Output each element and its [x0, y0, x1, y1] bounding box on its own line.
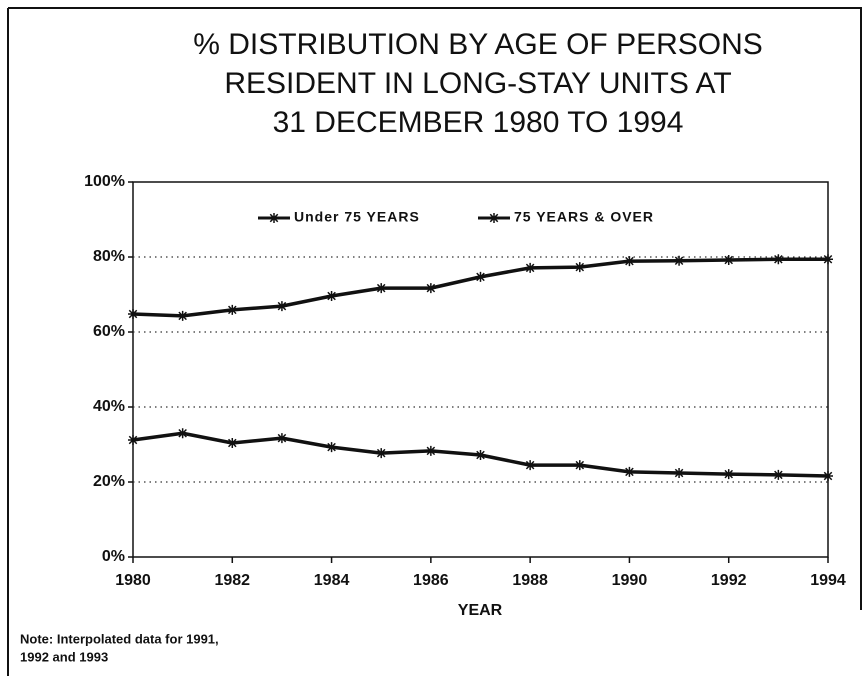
x-tick-label: 1994	[810, 572, 846, 589]
x-tick-label: 1984	[314, 572, 350, 589]
data-point	[674, 255, 685, 266]
legend-label: 75 YEARS & OVER	[514, 209, 654, 225]
data-point	[326, 442, 337, 453]
x-axis-label: YEAR	[458, 602, 503, 619]
x-tick-label: 1982	[214, 572, 250, 589]
legend-marker	[269, 213, 279, 223]
data-point	[773, 254, 784, 265]
data-point	[128, 309, 138, 319]
note: Note: Interpolated data for 1991,	[20, 631, 219, 646]
data-point	[624, 256, 635, 267]
data-point	[276, 433, 287, 444]
x-tick-label: 1992	[711, 572, 747, 589]
data-point	[574, 262, 585, 273]
plot-area	[132, 181, 829, 558]
data-point	[177, 310, 188, 321]
x-tick-label: 1986	[413, 572, 449, 589]
data-point	[723, 255, 734, 265]
y-tick-label: 40%	[93, 398, 125, 415]
x-tick-label: 1990	[612, 572, 648, 589]
y-tick-label: 0%	[102, 548, 125, 565]
data-point	[177, 428, 188, 439]
y-tick-label: 100%	[84, 173, 125, 190]
y-tick-label: 80%	[93, 248, 125, 265]
data-point	[773, 469, 784, 480]
note: 1992 and 1993	[20, 649, 108, 664]
legend-label: Under 75 YEARS	[294, 209, 420, 225]
chart-title: % DISTRIBUTION BY AGE OF PERSONS	[193, 28, 763, 61]
data-point	[376, 283, 387, 294]
data-point	[128, 435, 138, 445]
data-point	[624, 466, 635, 477]
data-point	[376, 448, 387, 459]
data-point	[723, 469, 734, 480]
data-point	[525, 262, 536, 273]
data-point	[674, 468, 685, 478]
data-point	[326, 291, 337, 301]
x-tick-label: 1980	[115, 572, 151, 589]
data-point	[475, 271, 486, 282]
x-tick-label: 1988	[512, 572, 548, 589]
data-point	[823, 471, 833, 481]
y-tick-label: 20%	[93, 473, 125, 490]
chart-title: 31 DECEMBER 1980 TO 1994	[273, 106, 684, 139]
data-point	[276, 301, 287, 312]
chart-title: RESIDENT IN LONG-STAY UNITS AT	[224, 67, 731, 100]
y-tick-label: 60%	[93, 323, 125, 340]
data-point	[823, 254, 833, 265]
data-point	[227, 438, 238, 448]
data-point	[574, 460, 585, 471]
data-point	[425, 445, 436, 456]
data-point	[475, 450, 486, 460]
data-point	[425, 283, 436, 294]
legend-marker	[489, 213, 499, 223]
data-point	[227, 304, 238, 315]
data-point	[525, 460, 536, 471]
